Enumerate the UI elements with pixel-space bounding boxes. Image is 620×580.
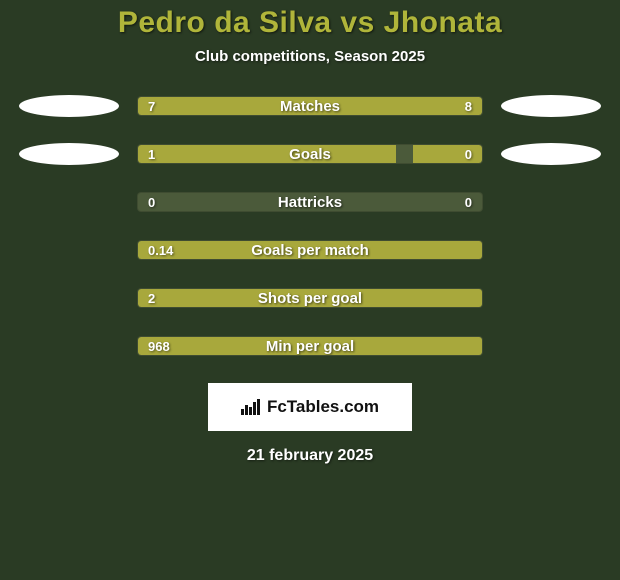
- stat-label: Hattricks: [138, 193, 482, 211]
- stat-bar: 2Shots per goal: [137, 288, 483, 308]
- spacer: [501, 191, 601, 213]
- comparison-infographic: Pedro da Silva vs Jhonata Club competiti…: [0, 0, 620, 580]
- spacer: [19, 335, 119, 357]
- spacer: [501, 335, 601, 357]
- spacer: [501, 239, 601, 261]
- stat-bar: 78Matches: [137, 96, 483, 116]
- stat-label: Shots per goal: [138, 289, 482, 307]
- spacer: [19, 287, 119, 309]
- stat-label: Goals: [138, 145, 482, 163]
- player-marker-right: [501, 143, 601, 165]
- page-subtitle: Club competitions, Season 2025: [0, 48, 620, 65]
- barchart-icon: [241, 399, 261, 415]
- stat-label: Min per goal: [138, 337, 482, 355]
- page-title: Pedro da Silva vs Jhonata: [0, 6, 620, 40]
- logo-text: FcTables.com: [267, 397, 379, 417]
- spacer: [19, 191, 119, 213]
- player-marker-left: [19, 143, 119, 165]
- stat-label: Goals per match: [138, 241, 482, 259]
- stat-row: 968Min per goal: [20, 335, 600, 357]
- stat-bar: 968Min per goal: [137, 336, 483, 356]
- stat-bar: 00Hattricks: [137, 192, 483, 212]
- stat-bar: 0.14Goals per match: [137, 240, 483, 260]
- stat-bar: 10Goals: [137, 144, 483, 164]
- stat-label: Matches: [138, 97, 482, 115]
- stat-row: 2Shots per goal: [20, 287, 600, 309]
- stat-rows: 78Matches 10Goals 00Hattricks 0.14Goals per…: [20, 95, 600, 357]
- logo-box: FcTables.com: [208, 383, 412, 431]
- stat-row: 10Goals: [20, 143, 600, 165]
- player-marker-right: [501, 95, 601, 117]
- player-marker-left: [19, 95, 119, 117]
- stat-row: 0.14Goals per match: [20, 239, 600, 261]
- date-label: 21 february 2025: [0, 447, 620, 465]
- spacer: [501, 287, 601, 309]
- stat-row: 78Matches: [20, 95, 600, 117]
- stat-row: 00Hattricks: [20, 191, 600, 213]
- spacer: [19, 239, 119, 261]
